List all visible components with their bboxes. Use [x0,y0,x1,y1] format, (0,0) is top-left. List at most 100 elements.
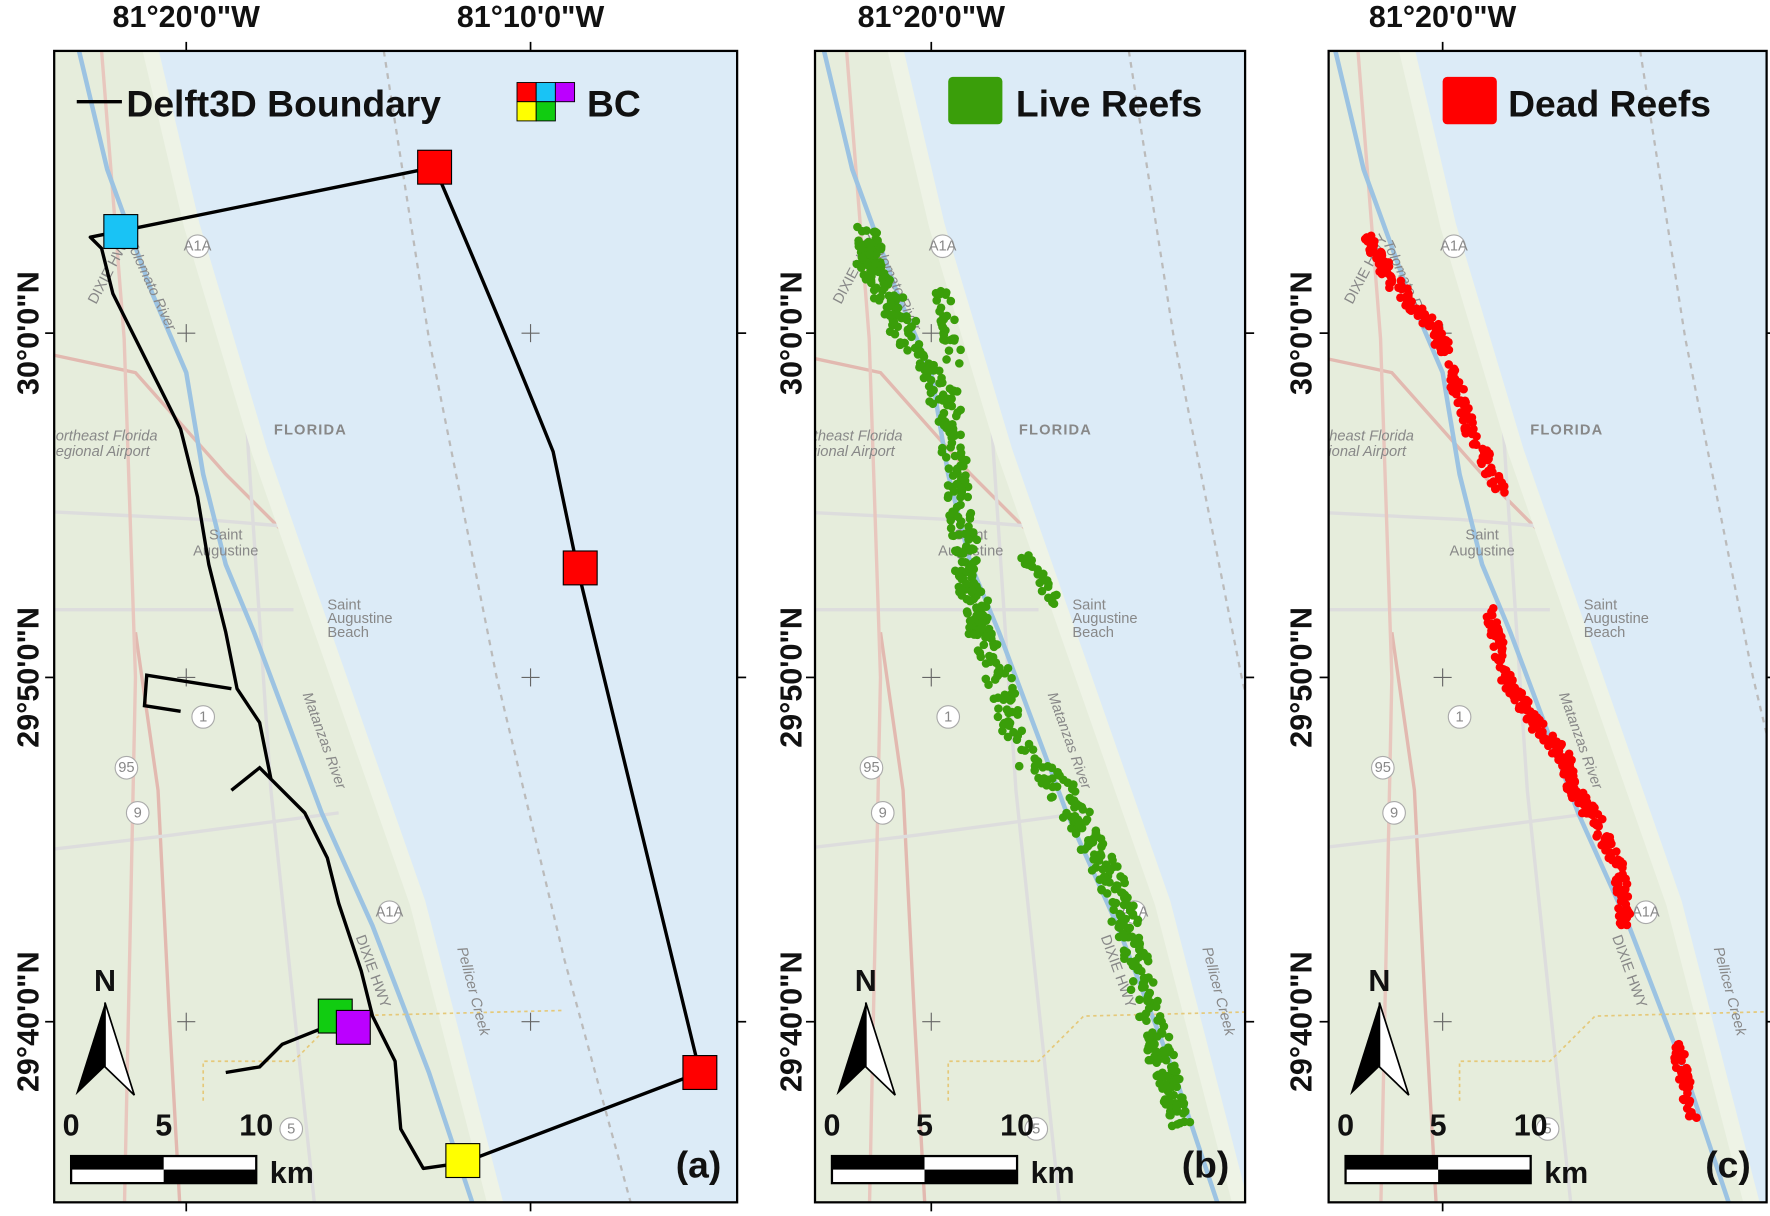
panel-border [1327,49,1768,1204]
reef-point [959,461,968,471]
reef-point [1107,917,1116,926]
reef-point [1676,1043,1685,1053]
scale-unit: km [1544,1156,1588,1190]
barrier-island [887,50,1246,1203]
reef-point [1030,761,1040,771]
reef-point [951,411,961,421]
reef-point [1396,276,1406,286]
map-label: 1 [944,709,952,725]
reef-point [1153,1016,1162,1025]
reef-point [862,226,871,235]
latitude-label: 29°40'0"N [11,951,45,1092]
road [844,50,883,1203]
map-label: Saint [209,528,242,544]
north-arrow [864,1002,896,1096]
reef-point [1476,457,1486,467]
scale-unit: km [1031,1156,1075,1190]
reef-point [1044,593,1053,603]
reef-point [1014,761,1024,771]
reef-point [1590,808,1599,817]
panel-label: (a) [676,1143,722,1185]
reef-point [1109,905,1118,914]
reef-point [1180,1107,1190,1116]
legend-label: Dead Reefs [1508,82,1711,124]
reef-point [944,346,954,355]
reef-point [1118,888,1127,898]
road-shield [125,801,150,825]
reef-point [1007,673,1016,683]
reef-point [1486,619,1496,628]
bc-point [682,1055,718,1091]
reef-point [1148,978,1158,987]
reef-point [1684,1111,1694,1121]
reef-point [894,311,904,320]
reef-point [1461,429,1470,438]
map-label: Beach [1584,625,1626,641]
reef-point [870,227,880,237]
scale-bar [1438,1169,1531,1184]
reef-point [898,293,908,302]
reef-point [1091,831,1100,840]
reef-point [1097,841,1106,851]
reef-point [1012,735,1022,744]
reef-point [907,332,916,342]
map-label: Augustine [1450,544,1515,560]
longitude-label: 81°10'0"W [457,0,605,34]
reef-point [1552,746,1562,756]
reef-point [984,680,993,690]
offshore-line [1127,50,1246,697]
reef-point [950,315,959,325]
road [1356,50,1394,1203]
map-label: Augustine [193,544,258,560]
reef-point [1137,966,1146,976]
reef-point [967,559,976,569]
reef-point [1039,569,1048,579]
reef-point [1113,881,1122,890]
reef-point [852,259,862,269]
reef-point [1144,1055,1154,1065]
reef-point [947,401,957,411]
scale-bar [924,1169,1018,1184]
map-label: Northeast Florida [45,428,157,444]
reef-point [956,483,966,493]
reef-point [1053,768,1062,777]
reef-point [960,476,970,486]
reef-point [1438,343,1447,353]
reef-point [1485,449,1494,458]
reef-point [994,704,1003,713]
reef-point [892,293,901,302]
reef-point [1494,633,1504,643]
reef-point [1486,630,1496,640]
reef-point [1108,897,1118,907]
reef-point [942,311,952,321]
reef-point [1517,701,1527,710]
reef-point [978,610,988,620]
barrier-island [142,50,504,1203]
reef-point [1467,429,1477,439]
reef-point [1043,582,1053,592]
scale-label: 5 [1430,1109,1447,1143]
map-label: A1A [1440,239,1468,255]
reef-point [939,335,948,344]
reef-point [1085,807,1094,817]
reef-point [966,596,976,606]
reef-point [873,236,882,245]
bc-point [417,149,453,185]
reef-point [989,694,999,704]
reef-point [967,586,977,596]
reef-point [1119,946,1129,955]
reef-point [857,244,866,253]
reef-point [1489,477,1498,486]
map-label: 5 [287,1121,295,1137]
reef-point [1678,1082,1688,1091]
reef-point [1071,829,1081,838]
latitude-label: 30°0'0"N [11,271,45,395]
reef-point [1163,1043,1173,1052]
reef-point [902,312,911,321]
map-label: Augustine [1584,611,1649,627]
reef-point [1497,643,1507,653]
reef-point [957,584,967,594]
reef-point [1037,586,1047,596]
reef-point [1692,1113,1701,1122]
reef-point [1161,1100,1171,1109]
